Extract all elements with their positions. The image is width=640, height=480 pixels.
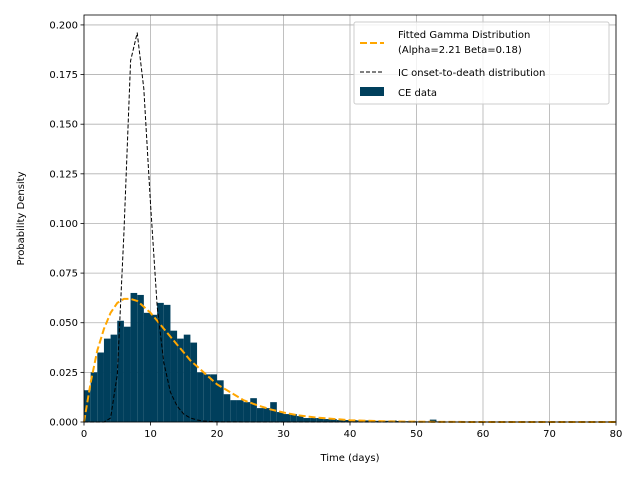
histogram-bar	[343, 420, 350, 422]
histogram-bar	[296, 416, 304, 422]
legend-ic-label: IC onset-to-death distribution	[398, 68, 545, 79]
x-tick-label: 70	[543, 429, 556, 440]
histogram-bar	[217, 380, 224, 422]
y-tick-label: 0.000	[49, 418, 78, 429]
histogram-bar	[276, 412, 284, 422]
histogram-bars	[84, 292, 616, 422]
histogram-bar	[336, 420, 344, 422]
x-tick-label: 20	[211, 429, 224, 440]
histogram-bar	[290, 414, 297, 422]
x-tick-label: 50	[410, 429, 423, 440]
histogram-bar	[103, 338, 111, 422]
y-tick-label: 0.100	[49, 219, 78, 230]
histogram-bar	[130, 292, 138, 422]
axis-ticks: 0 10 20 30 40 50 60 70 80 0.000 0.025 0.050 0.075 0.1…	[49, 20, 622, 440]
histogram-bar	[330, 419, 337, 422]
histogram-bar	[236, 400, 244, 422]
histogram-bar	[363, 420, 370, 422]
histogram-bar	[383, 420, 390, 422]
y-tick-label: 0.175	[49, 70, 78, 81]
legend-gamma-label: Fitted Gamma Distribution	[398, 30, 530, 41]
x-tick-label: 30	[277, 429, 290, 440]
histogram-bar	[90, 372, 98, 422]
y-tick-label: 0.200	[49, 20, 78, 31]
histogram-bar	[170, 330, 178, 422]
histogram-bar	[230, 400, 237, 422]
histogram-bar	[256, 408, 264, 422]
histogram-bar	[177, 338, 184, 422]
histogram-bar	[157, 302, 164, 422]
histogram-bar	[316, 418, 324, 422]
legend-hist-label: CE data	[398, 88, 437, 99]
legend: Fitted Gamma Distribution (Alpha=2.21 Be…	[353, 21, 610, 105]
x-axis-title: Time (days)	[319, 453, 379, 464]
y-axis-title: Probability Density	[16, 171, 27, 265]
histogram-bar	[303, 418, 311, 422]
histogram-bar	[243, 402, 251, 422]
legend-gamma-params: (Alpha=2.21 Beta=0.18)	[398, 45, 522, 56]
histogram-bar	[110, 334, 118, 422]
histogram-bar	[143, 312, 151, 422]
histogram-bar	[310, 418, 317, 422]
histogram-bar	[263, 408, 271, 422]
x-tick-label: 0	[81, 429, 87, 440]
histogram-bar	[250, 398, 257, 422]
gamma-fit-line	[83, 297, 616, 423]
histogram-bar	[97, 352, 104, 422]
histogram-bar	[123, 326, 131, 422]
histogram-bar	[197, 372, 204, 422]
y-tick-label: 0.125	[49, 169, 78, 180]
x-tick-label: 80	[610, 429, 623, 440]
histogram-bar	[283, 414, 291, 422]
histogram-bar	[190, 342, 198, 422]
histogram-bar	[203, 374, 211, 422]
legend-hist-swatch	[360, 87, 384, 96]
y-tick-label: 0.075	[49, 269, 78, 280]
legend-box	[353, 21, 610, 105]
y-tick-label: 0.050	[49, 318, 78, 329]
histogram-bar	[117, 320, 124, 422]
x-tick-label: 10	[144, 429, 157, 440]
y-tick-label: 0.150	[49, 120, 78, 131]
histogram-bar	[210, 374, 217, 422]
histogram-bar	[223, 394, 231, 422]
histogram-bar	[137, 294, 144, 422]
y-tick-label: 0.025	[49, 368, 78, 379]
x-tick-label: 40	[344, 429, 357, 440]
x-tick-label: 60	[477, 429, 490, 440]
histogram-bar	[270, 402, 277, 422]
histogram-bar	[323, 419, 331, 422]
histogram-bar	[163, 304, 171, 422]
histogram-bar	[183, 334, 191, 422]
histogram-bar	[150, 314, 158, 422]
